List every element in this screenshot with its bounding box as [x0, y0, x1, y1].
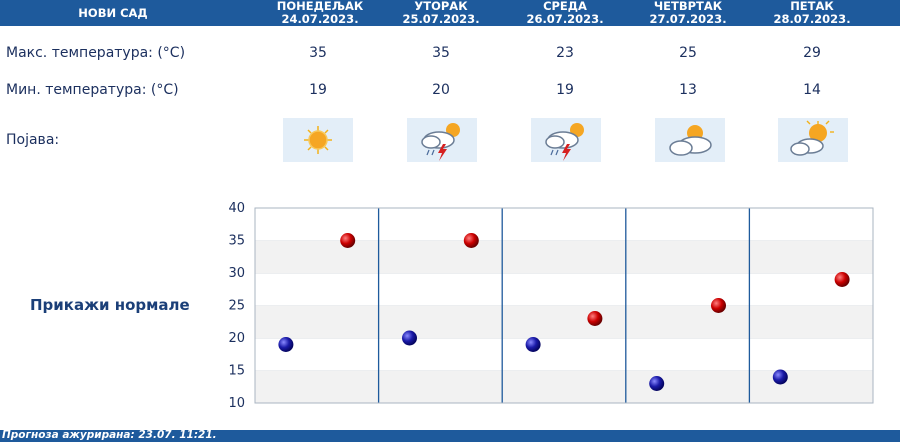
max-temp-value: 29: [803, 45, 821, 61]
y-tick-label: 30: [228, 266, 245, 281]
day-name: ПОНЕДЕЉАК: [276, 0, 364, 13]
max-temp-point: [711, 298, 726, 313]
min-temp-label: Мин. температура: (°C): [6, 82, 179, 98]
day-header-1: ПОНЕДЕЉАК 24.07.2023.: [270, 0, 370, 26]
min-temp-point: [772, 369, 788, 385]
min-temp-point: [525, 337, 541, 352]
show-normals-link[interactable]: Прикажи нормале: [30, 296, 190, 314]
y-tick-label: 25: [228, 299, 245, 314]
max-temp-point: [340, 233, 356, 248]
max-temp-value: 35: [432, 45, 450, 61]
day-date: 28.07.2023.: [773, 12, 851, 26]
min-temp-value: 13: [679, 82, 697, 98]
max-temp-point: [834, 272, 850, 287]
day-date: 24.07.2023.: [281, 12, 359, 26]
min-temp-value: 20: [432, 82, 450, 98]
min-temp-value: 14: [803, 82, 821, 98]
day-name: СРЕДА: [543, 0, 587, 13]
max-temp-value: 35: [309, 45, 327, 61]
grid-band: [255, 338, 873, 371]
thunderstorm-icon: [407, 118, 477, 162]
y-tick-label: 10: [228, 396, 245, 410]
max-temp-point: [463, 233, 479, 248]
max-temp-label: Макс. температура: (°C): [6, 45, 186, 61]
partly-cloudy-icon: [655, 118, 725, 162]
y-tick-label: 15: [228, 364, 245, 379]
day-name: ПЕТАК: [790, 0, 834, 13]
grid-band: [255, 273, 873, 306]
min-temp-value: 19: [309, 82, 327, 98]
min-temp-point: [649, 376, 665, 391]
day-date: 25.07.2023.: [402, 12, 480, 26]
phenomenon-label: Појава:: [6, 132, 60, 148]
max-temp-value: 23: [556, 45, 574, 61]
y-tick-label: 20: [228, 331, 245, 346]
day-name: ЧЕТВРТАК: [653, 0, 723, 13]
thunderstorm-icon: [531, 118, 601, 162]
min-temp-point: [402, 330, 417, 346]
min-temp-value: 19: [556, 82, 574, 98]
day-header-3: СРЕДА 26.07.2023.: [515, 0, 615, 26]
temperature-chart: 40 35 30 25 20 15 10: [228, 201, 874, 410]
grid-band: [255, 370, 873, 403]
day-name: УТОРАК: [414, 0, 468, 13]
y-tick-label: 40: [228, 201, 245, 216]
day-header-2: УТОРАК 25.07.2023.: [391, 0, 491, 26]
forecast-updated-text: Прогноза ажурирана: 23.07. 11:21.: [2, 429, 217, 441]
day-date: 27.07.2023.: [649, 12, 727, 26]
partly-cloudy-icon: [778, 118, 848, 162]
plot-frame: [254, 207, 874, 404]
header-bar: НОВИ САД ПОНЕДЕЉАК 24.07.2023. УТОРАК 25…: [0, 0, 900, 26]
footer-bar: Прогноза ажурирана: 23.07. 11:21.: [0, 429, 900, 442]
city-name: НОВИ САД: [78, 6, 148, 20]
max-temp-value: 25: [679, 45, 697, 61]
day-date: 26.07.2023.: [526, 12, 604, 26]
y-tick-label: 35: [228, 234, 245, 249]
day-header-5: ПЕТАК 28.07.2023.: [762, 0, 862, 26]
max-temp-point: [587, 311, 603, 326]
day-header-4: ЧЕТВРТАК 27.07.2023.: [638, 0, 738, 26]
grid-band: [255, 305, 873, 338]
grid-band: [255, 240, 873, 273]
min-temp-point: [278, 337, 294, 352]
grid-band: [255, 208, 873, 241]
sunny-icon: [283, 118, 353, 162]
